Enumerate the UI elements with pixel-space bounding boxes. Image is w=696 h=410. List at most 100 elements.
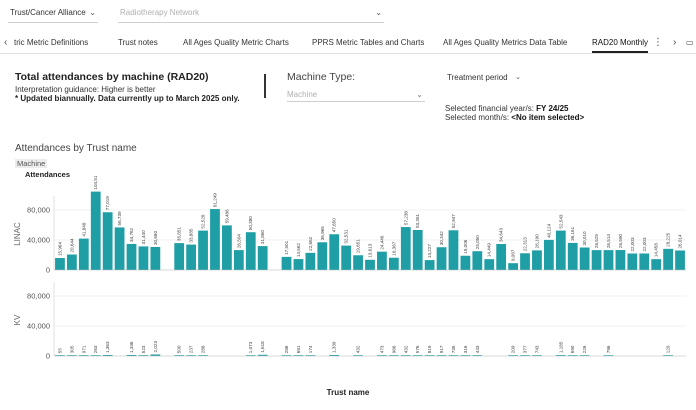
bar[interactable] xyxy=(329,234,340,270)
bar[interactable] xyxy=(603,355,614,356)
bar[interactable] xyxy=(293,355,304,356)
bar[interactable] xyxy=(579,355,590,356)
bar[interactable] xyxy=(341,245,352,270)
bar[interactable] xyxy=(460,255,471,270)
bar[interactable] xyxy=(186,355,197,356)
bar[interactable] xyxy=(66,254,77,270)
bar[interactable] xyxy=(520,355,530,356)
bar[interactable] xyxy=(448,230,459,270)
tab-trust-notes[interactable]: Trust notes xyxy=(118,38,158,47)
bar[interactable] xyxy=(66,355,77,356)
bar[interactable] xyxy=(305,355,316,356)
bar[interactable] xyxy=(448,355,459,356)
bar[interactable] xyxy=(126,354,137,356)
bar[interactable] xyxy=(138,355,149,356)
bar[interactable] xyxy=(293,259,304,270)
bar[interactable] xyxy=(591,250,602,270)
bar[interactable] xyxy=(460,355,471,356)
bar[interactable] xyxy=(567,355,578,356)
bar[interactable] xyxy=(305,252,316,270)
bar[interactable] xyxy=(281,256,292,270)
machine-type-dropdown[interactable]: Machine ⌄ xyxy=(287,88,425,102)
bar[interactable] xyxy=(55,355,65,356)
bar[interactable] xyxy=(400,355,411,356)
bar[interactable] xyxy=(532,355,542,356)
more-options-icon[interactable]: ⋮ xyxy=(653,37,663,48)
bar[interactable] xyxy=(484,259,495,270)
bar[interactable] xyxy=(663,248,674,270)
bar[interactable] xyxy=(186,244,197,270)
bar[interactable] xyxy=(126,243,137,270)
bar[interactable] xyxy=(543,239,554,270)
treatment-period-dropdown[interactable]: Treatment period ⌄ xyxy=(447,71,523,85)
tab-quality-metrics-data-table[interactable]: All Ages Quality Metrics Data Table xyxy=(443,38,568,47)
bar[interactable] xyxy=(245,355,256,356)
bar[interactable] xyxy=(424,260,435,270)
bar[interactable] xyxy=(377,355,387,356)
network-dropdown[interactable]: Radiotherapy Network ⌄ xyxy=(118,5,384,23)
bar[interactable] xyxy=(365,259,375,270)
bar[interactable] xyxy=(257,246,268,270)
bar[interactable] xyxy=(555,230,566,270)
bar[interactable] xyxy=(102,354,113,356)
bar[interactable] xyxy=(174,243,185,270)
bar[interactable] xyxy=(663,355,674,356)
bar[interactable] xyxy=(567,242,578,270)
bar[interactable] xyxy=(150,246,161,270)
bar[interactable] xyxy=(436,247,447,270)
bar[interactable] xyxy=(210,209,220,270)
bar[interactable] xyxy=(603,250,614,270)
attendances-chart[interactable]: 0 40,000 80,000 LINAC 15,964 20,644 41,848 104,… xyxy=(0,176,696,376)
bar[interactable] xyxy=(639,253,650,270)
bar[interactable] xyxy=(388,355,399,356)
tab-quality-metric-charts[interactable]: All Ages Quality Metric Charts xyxy=(183,38,289,47)
bar[interactable] xyxy=(627,253,638,270)
bar[interactable] xyxy=(198,230,208,270)
bar[interactable] xyxy=(555,355,566,356)
bar[interactable] xyxy=(675,250,685,270)
bar[interactable] xyxy=(138,246,149,270)
bar[interactable] xyxy=(472,251,483,270)
bar[interactable] xyxy=(508,263,518,270)
bar[interactable] xyxy=(90,355,101,356)
bar[interactable] xyxy=(520,253,530,270)
bar[interactable] xyxy=(233,250,244,270)
bar[interactable] xyxy=(198,355,208,356)
trust-dropdown[interactable]: Trust/Cancer Alliance ⌄ xyxy=(8,5,98,23)
tab-scroll-right-icon[interactable]: › xyxy=(673,37,677,48)
bar[interactable] xyxy=(472,355,483,356)
bar[interactable] xyxy=(615,250,626,270)
bar[interactable] xyxy=(281,355,292,356)
tab-metric-definitions[interactable]: tric Metric Definitions xyxy=(14,38,89,47)
window-icon[interactable]: ▭ xyxy=(686,38,694,47)
bar[interactable] xyxy=(353,355,363,356)
bar[interactable] xyxy=(90,191,101,270)
tab-scroll-left-icon[interactable]: ‹ xyxy=(4,37,8,48)
bar[interactable] xyxy=(377,251,387,270)
bar[interactable] xyxy=(388,257,399,270)
tab-rad20-monthly[interactable]: RAD20 Monthly xyxy=(592,32,649,53)
bar[interactable] xyxy=(257,354,268,356)
bar[interactable] xyxy=(102,212,113,270)
bar[interactable] xyxy=(222,225,232,270)
bar[interactable] xyxy=(651,259,662,270)
bar[interactable] xyxy=(114,227,125,270)
bar[interactable] xyxy=(78,238,89,270)
bar[interactable] xyxy=(400,227,411,270)
tab-pprs-metric-tables[interactable]: PPRS Metric Tables and Charts xyxy=(312,38,425,47)
bar[interactable] xyxy=(436,355,447,356)
bar[interactable] xyxy=(55,258,65,270)
bar[interactable] xyxy=(508,355,518,356)
bar[interactable] xyxy=(174,355,185,356)
bar[interactable] xyxy=(78,355,89,356)
bar[interactable] xyxy=(496,244,507,270)
bar[interactable] xyxy=(317,242,328,270)
bar[interactable] xyxy=(245,232,256,270)
bar[interactable] xyxy=(353,255,363,270)
bar[interactable] xyxy=(329,354,340,356)
bar[interactable] xyxy=(424,355,435,356)
bar[interactable] xyxy=(532,250,542,270)
bar[interactable] xyxy=(579,247,590,270)
bar[interactable] xyxy=(150,354,161,356)
bar[interactable] xyxy=(412,229,423,270)
